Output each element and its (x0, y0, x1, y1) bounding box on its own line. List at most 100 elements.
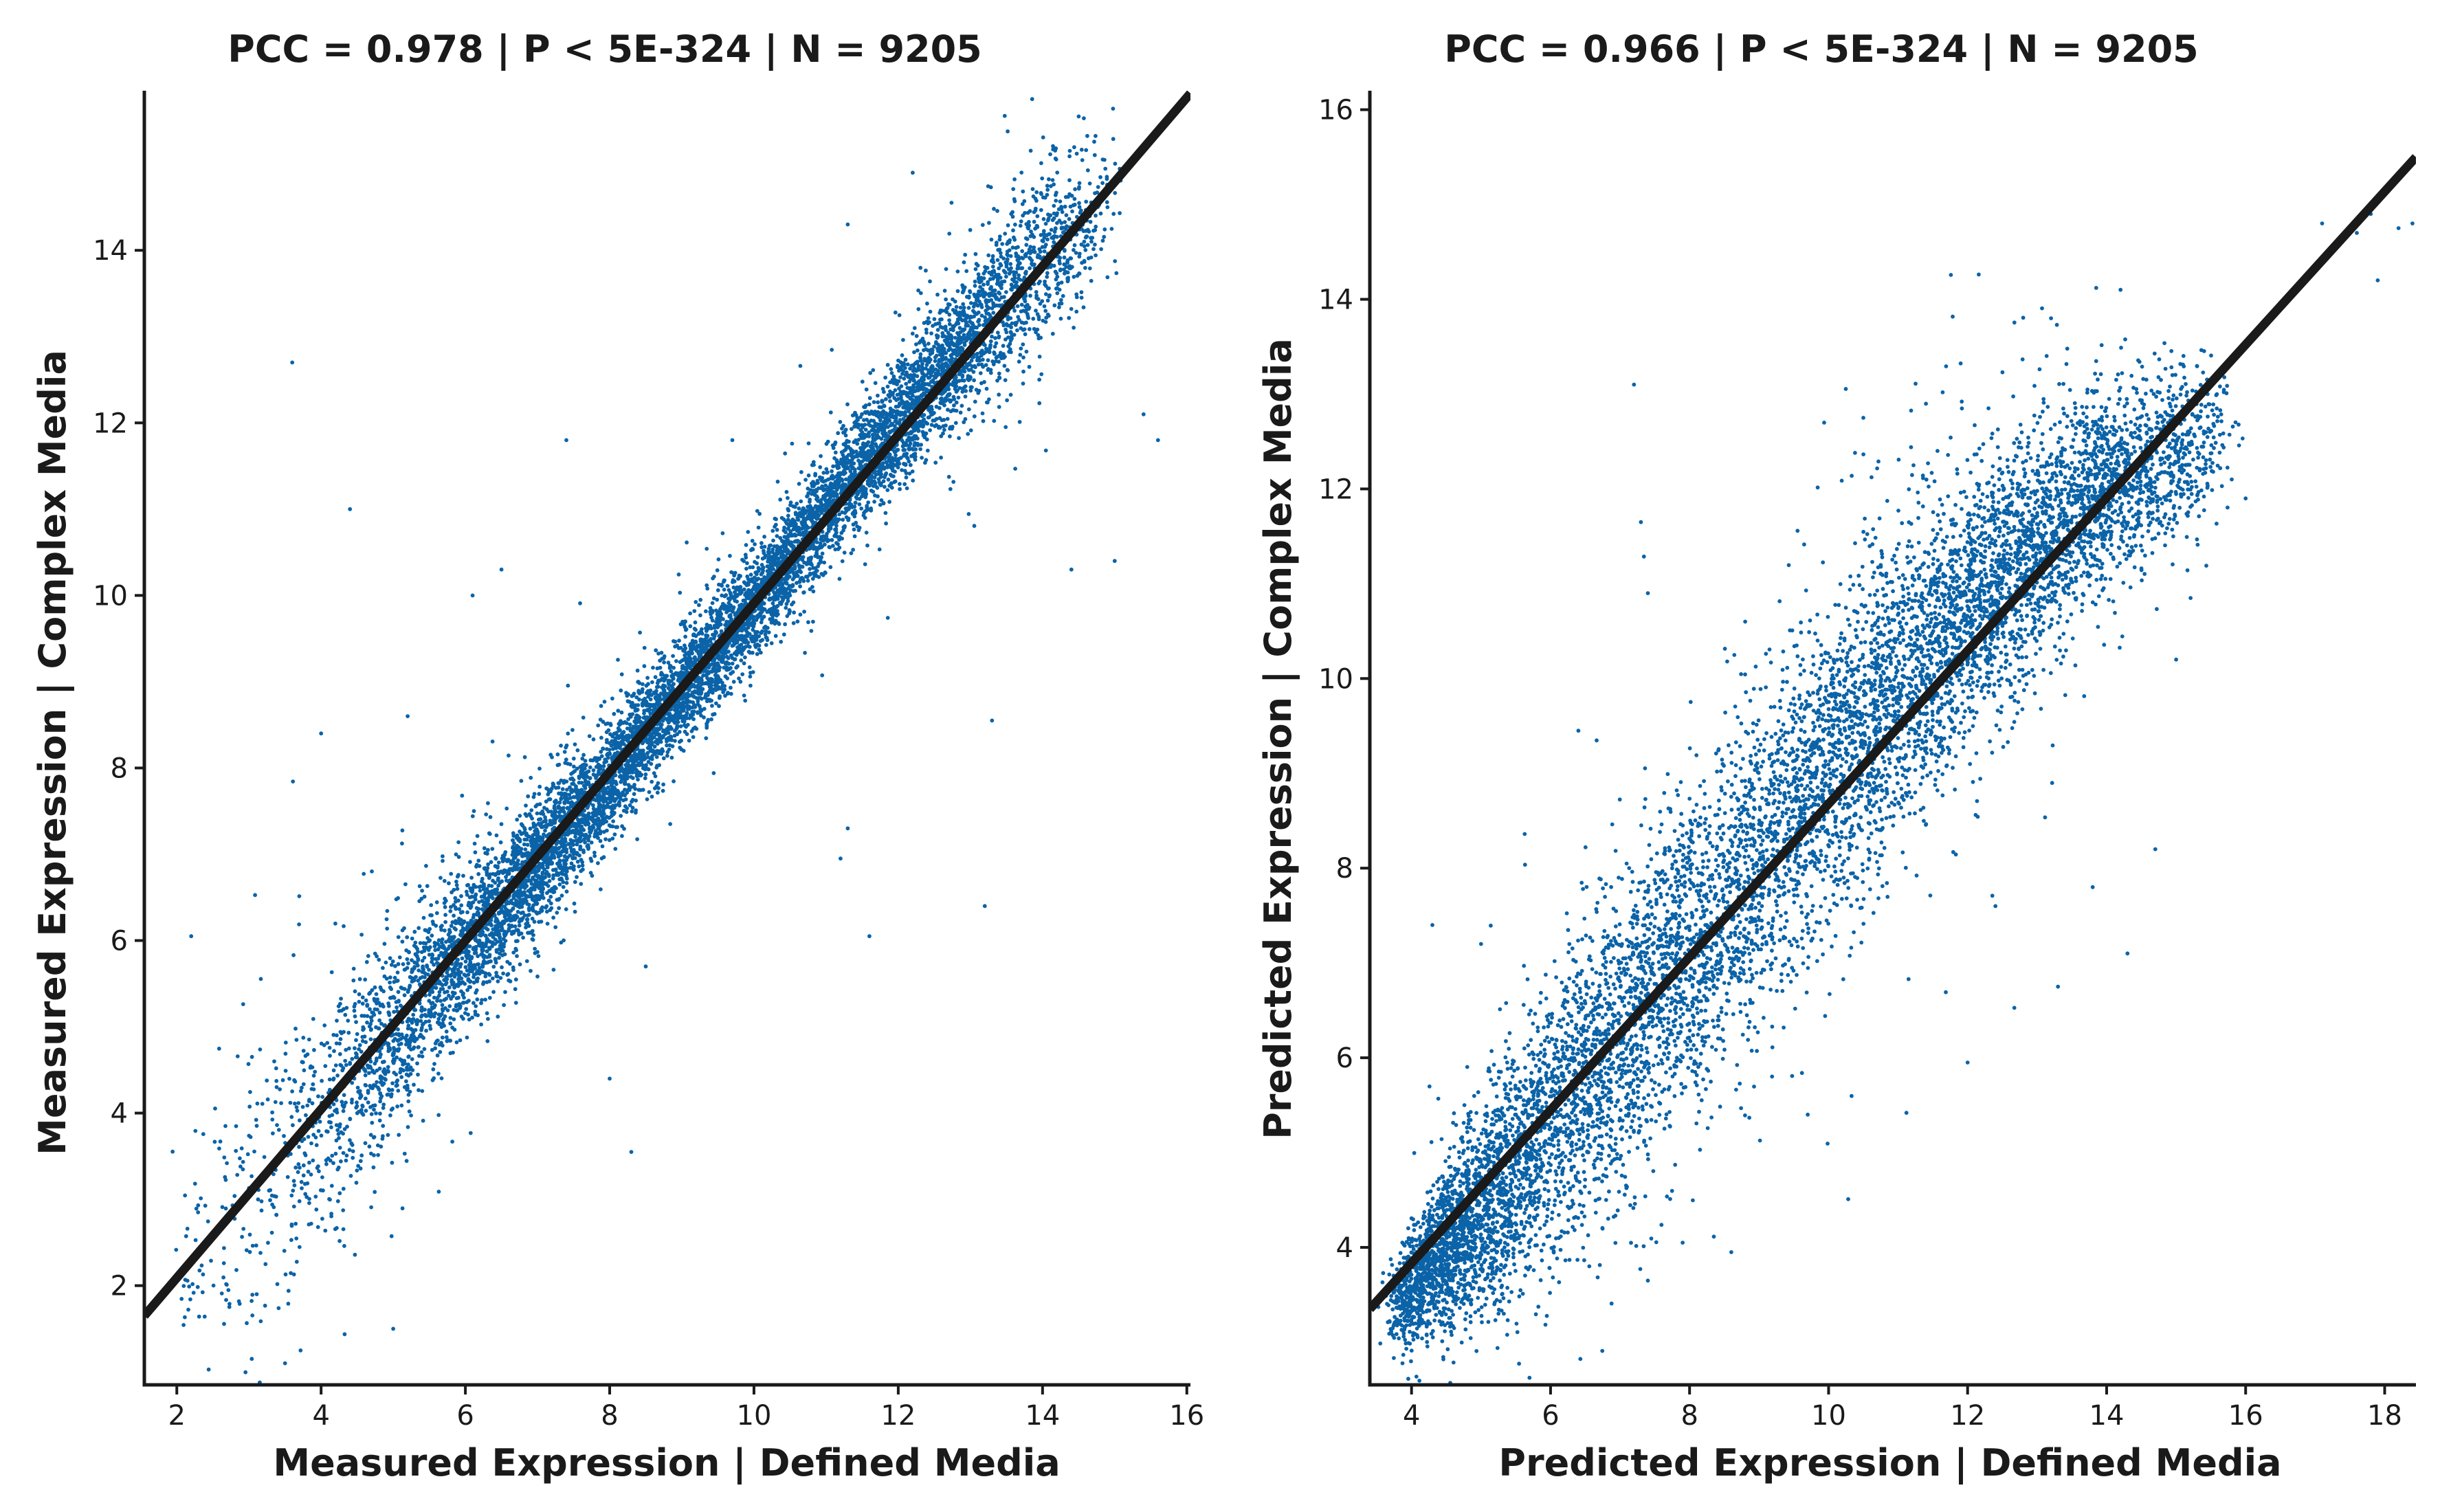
scatter-point (806, 441, 811, 445)
scatter-point (765, 625, 770, 630)
scatter-point (1069, 194, 1074, 198)
scatter-point (592, 854, 597, 858)
scatter-point (258, 1047, 263, 1052)
scatter-point (808, 504, 812, 508)
scatter-point (824, 441, 829, 446)
scatter-point (1038, 249, 1043, 254)
scatter-point (759, 541, 764, 546)
scatter-point (569, 849, 574, 854)
scatter-point (381, 1124, 386, 1129)
scatter-point (636, 777, 640, 782)
scatter-point (212, 1139, 217, 1144)
scatter-point (395, 1080, 399, 1084)
scatter-point (1072, 243, 1077, 247)
scatter-point (808, 498, 812, 502)
scatter-point (955, 269, 960, 274)
scatter-point (642, 664, 647, 669)
scatter-point (669, 669, 674, 674)
scatter-point (490, 740, 495, 744)
scatter-point (272, 1059, 276, 1064)
scatter-point (249, 1174, 254, 1179)
scatter-point (687, 738, 691, 743)
scatter-point (389, 1234, 394, 1238)
scatter-point (924, 437, 929, 442)
scatter-point (1067, 216, 1072, 221)
scatter-point (837, 577, 842, 581)
scatter-point (817, 486, 821, 491)
scatter-point (710, 691, 715, 695)
scatter-point (564, 889, 569, 894)
scatter-point (247, 1104, 252, 1109)
scatter-point (885, 384, 890, 389)
scatter-point (428, 1023, 432, 1028)
scatter-point (596, 723, 601, 728)
scatter-point (355, 1032, 359, 1036)
scatter-point (880, 386, 885, 391)
scatter-point (375, 1008, 379, 1012)
scatter-point (1105, 275, 1110, 280)
scatter-point (581, 715, 586, 720)
scatter-point (753, 542, 757, 546)
scatter-point (871, 368, 876, 373)
scatter-point (1019, 219, 1023, 223)
scatter-point (399, 1075, 404, 1080)
scatter-point (1109, 227, 1114, 231)
scatter-point (918, 265, 923, 270)
scatter-point (442, 1023, 446, 1028)
scatter-point (910, 469, 915, 474)
scatter-point (1102, 234, 1107, 239)
scatter-point (504, 858, 509, 863)
scatter-point (406, 1063, 410, 1067)
scatter-point (976, 362, 981, 367)
scatter-point (429, 903, 434, 907)
scatter-point (916, 348, 920, 353)
scatter-point (1077, 181, 1082, 186)
scatter-point (456, 898, 461, 903)
scatter-point (496, 883, 500, 888)
scatter-point (592, 757, 597, 761)
scatter-point (704, 609, 708, 614)
scatter-point (417, 884, 422, 889)
scatter-point (730, 661, 735, 666)
scatter-point (964, 269, 969, 274)
scatter-point (600, 844, 605, 849)
scatter-point (1111, 137, 1116, 142)
scatter-point (360, 1103, 365, 1108)
scatter-point (1100, 238, 1105, 243)
scatter-point (364, 1040, 368, 1045)
scatter-point (727, 588, 731, 592)
scatter-point (478, 889, 483, 893)
scatter-point (940, 334, 945, 339)
scatter-point (1027, 364, 1032, 369)
scatter-point (922, 343, 927, 348)
scatter-point (1053, 148, 1058, 153)
scatter-point (441, 854, 445, 858)
scatter-point (296, 1101, 301, 1105)
scatter-point (672, 639, 676, 643)
scatter-point (1051, 236, 1056, 241)
scatter-point (366, 1100, 370, 1104)
scatter-point (879, 411, 883, 415)
scatter-point (867, 396, 872, 401)
scatter-point (854, 495, 858, 500)
scatter-point (325, 1129, 330, 1134)
scatter-point (366, 1089, 370, 1093)
scatter-point (995, 258, 1000, 263)
scatter-point (674, 659, 678, 663)
scatter-point (469, 956, 474, 961)
scatter-point (745, 574, 750, 579)
scatter-point (760, 638, 765, 642)
scatter-point (525, 843, 530, 847)
scatter-point (550, 755, 554, 759)
scatter-point (340, 1100, 344, 1104)
scatter-point (297, 922, 301, 926)
scatter-point (685, 732, 689, 736)
scatter-point (672, 665, 676, 670)
scatter-point (465, 883, 469, 888)
scatter-point (845, 402, 850, 407)
scatter-point (330, 1113, 335, 1118)
scatter-point (924, 320, 929, 324)
scatter-point (510, 930, 514, 934)
scatter-point (509, 861, 513, 866)
scatter-point (359, 1049, 364, 1054)
